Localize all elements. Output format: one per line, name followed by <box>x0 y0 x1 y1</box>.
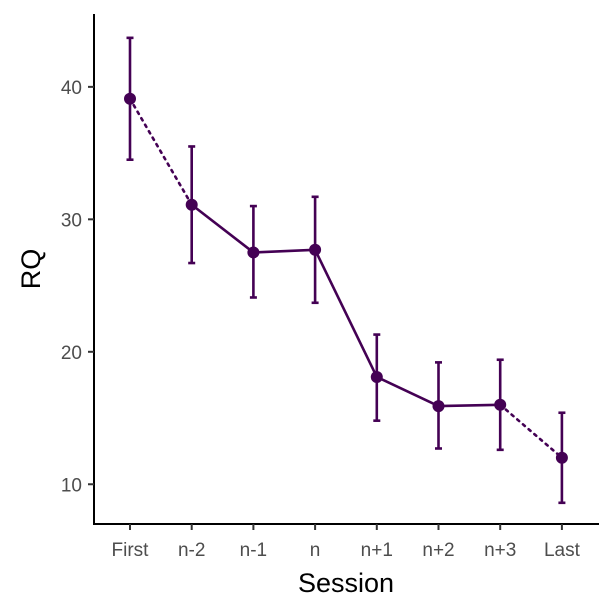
data-point-n+1 <box>370 370 383 383</box>
series-segment-dotted <box>128 97 193 207</box>
x-tick-label-Last: Last <box>544 540 581 561</box>
x-axis-ticks: First n-2 n-1 n n+1 n+2 n+3 Last <box>112 524 581 561</box>
data-point-n+3 <box>494 398 507 411</box>
y-axis-title: RQ <box>16 249 46 290</box>
x-tick-label-n-2: n-2 <box>178 540 205 561</box>
x-tick-label-n-1: n-1 <box>240 540 267 561</box>
series-segment <box>253 248 316 254</box>
series-segment <box>376 375 440 408</box>
data-point-n <box>309 243 322 256</box>
y-tick-label-20: 20 <box>61 343 82 364</box>
x-tick-label-n+2: n+2 <box>422 540 454 561</box>
series-segment <box>190 203 255 254</box>
data-point-n+2 <box>432 400 445 413</box>
series-segment-dotted <box>498 403 564 460</box>
data-point-n-2 <box>185 198 198 211</box>
x-tick-label-First: First <box>112 540 150 561</box>
plot-marks <box>124 36 568 505</box>
x-axis-title: Session <box>298 568 394 598</box>
y-tick-label-30: 30 <box>61 210 82 231</box>
series-segment <box>438 403 501 408</box>
x-tick-label-n: n <box>310 540 321 561</box>
series-segment <box>313 249 378 378</box>
x-tick-label-n+1: n+1 <box>361 540 393 561</box>
data-point-Last <box>555 451 568 464</box>
data-point-First <box>124 92 136 105</box>
data-point-n-1 <box>247 246 260 259</box>
y-tick-label-10: 10 <box>61 475 82 496</box>
y-axis-ticks: 10 20 30 40 <box>61 78 94 496</box>
y-tick-label-40: 40 <box>61 78 82 99</box>
x-tick-label-n+3: n+3 <box>484 540 516 561</box>
